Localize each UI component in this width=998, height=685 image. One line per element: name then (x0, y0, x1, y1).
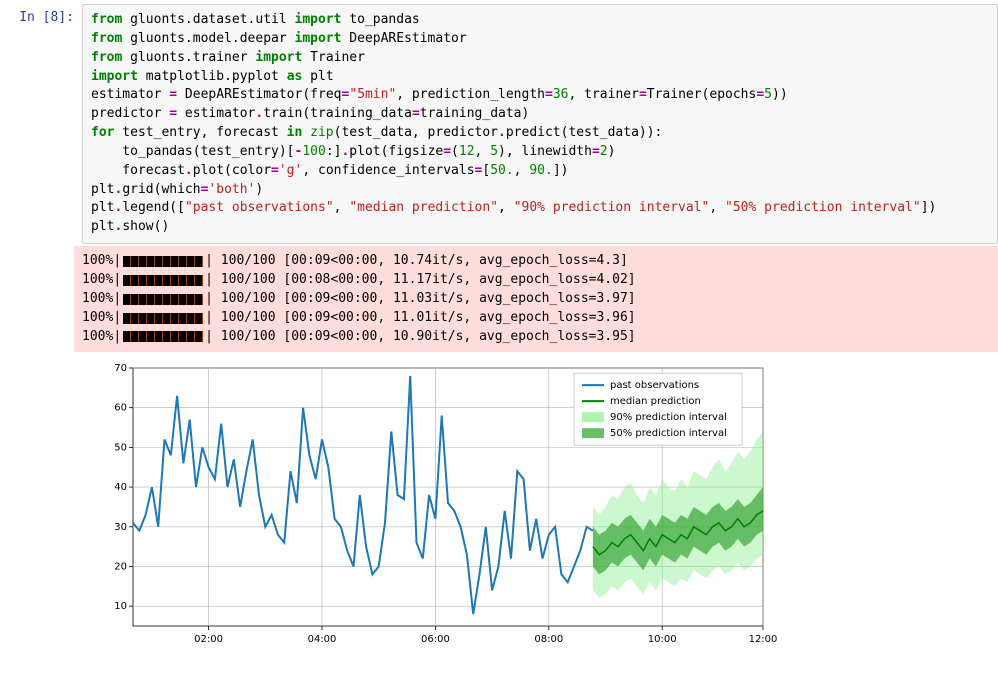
svg-text:70: 70 (114, 363, 127, 374)
code-line: for test_entry, forecast in zip(test_dat… (91, 124, 989, 143)
svg-text:50% prediction interval: 50% prediction interval (610, 429, 727, 440)
code-line: predictor = estimator.train(training_dat… (91, 105, 989, 124)
code-line: import matplotlib.pyplot as plt (91, 68, 989, 87)
chart-output: 10 20 30 40 50 60 70 02:00 04:00 06:00 08:00 10:00 1… (78, 358, 998, 662)
svg-text:50: 50 (114, 443, 127, 454)
code-line: plt.show() (91, 218, 989, 237)
svg-text:60: 60 (114, 403, 127, 414)
code-line: plt.grid(which='both') (91, 181, 989, 200)
svg-text:12:00: 12:00 (749, 634, 778, 645)
progress-line: 100%|| 100/100 [00:09<00:00, 10.74it/s, … (82, 252, 990, 271)
input-prompt: In [8]: (4, 4, 82, 25)
progress-bar (123, 256, 203, 267)
progress-line: 100%|| 100/100 [00:09<00:00, 11.03it/s, … (82, 290, 990, 309)
progress-bar (123, 313, 203, 324)
svg-text:past observations: past observations (610, 381, 699, 392)
progress-line: 100%|| 100/100 [00:09<00:00, 10.90it/s, … (82, 328, 990, 347)
svg-text:30: 30 (114, 522, 127, 533)
code-line: from gluonts.dataset.util import to_pand… (91, 11, 989, 30)
svg-text:40: 40 (114, 482, 127, 493)
svg-text:06:00: 06:00 (421, 634, 450, 645)
input-cell: In [8]: from gluonts.dataset.util import… (0, 0, 998, 244)
progress-bar (123, 331, 203, 342)
stderr-output: 100%|| 100/100 [00:09<00:00, 10.74it/s, … (74, 246, 998, 352)
code-line: to_pandas(test_entry)[-100:].plot(figsiz… (91, 143, 989, 162)
code-line: plt.legend(["past observations", "median… (91, 199, 989, 218)
code-line: forecast.plot(color='g', confidence_inte… (91, 162, 989, 181)
svg-text:90% prediction interval: 90% prediction interval (610, 413, 727, 424)
code-line: from gluonts.model.deepar import DeepARE… (91, 30, 989, 49)
code-line: from gluonts.trainer import Trainer (91, 49, 989, 68)
svg-text:median prediction: median prediction (610, 397, 701, 408)
svg-text:02:00: 02:00 (194, 634, 223, 645)
svg-text:20: 20 (114, 562, 127, 573)
svg-text:10:00: 10:00 (648, 634, 677, 645)
code-line: estimator = DeepAREstimator(freq="5min",… (91, 86, 989, 105)
progress-line: 100%|| 100/100 [00:09<00:00, 11.01it/s, … (82, 309, 990, 328)
progress-line: 100%|| 100/100 [00:08<00:00, 11.17it/s, … (82, 271, 990, 290)
svg-text:04:00: 04:00 (308, 634, 337, 645)
forecast-chart: 10 20 30 40 50 60 70 02:00 04:00 06:00 08:00 10:00 1… (78, 358, 778, 658)
progress-bar (123, 294, 203, 305)
svg-text:10: 10 (114, 601, 127, 612)
svg-text:08:00: 08:00 (534, 634, 563, 645)
progress-bar (123, 275, 203, 286)
code-input-area[interactable]: from gluonts.dataset.util import to_pand… (82, 4, 998, 244)
stderr-cell: 100%|| 100/100 [00:09<00:00, 10.74it/s, … (0, 244, 998, 352)
